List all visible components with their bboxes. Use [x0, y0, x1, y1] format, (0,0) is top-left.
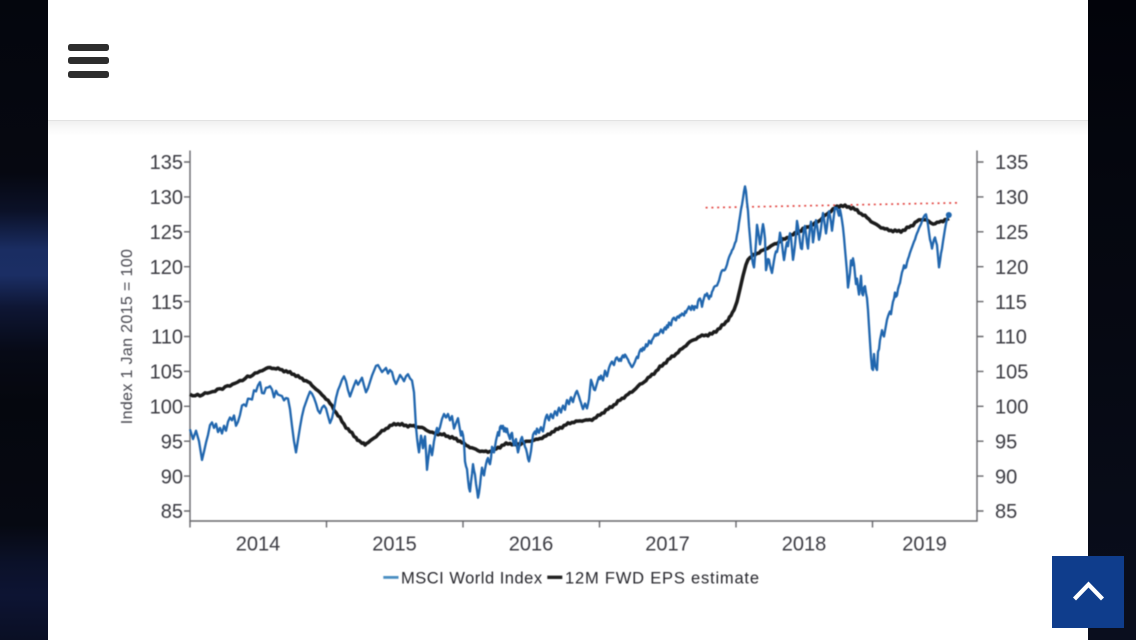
svg-text:90: 90 — [995, 466, 1017, 488]
svg-text:85: 85 — [161, 501, 183, 523]
svg-text:110: 110 — [995, 327, 1027, 349]
svg-text:2018: 2018 — [782, 534, 827, 556]
svg-text:115: 115 — [995, 292, 1027, 314]
svg-text:MSCI World Index: MSCI World Index — [401, 570, 543, 588]
svg-text:90: 90 — [161, 466, 183, 488]
svg-text:Index 1 Jan 2015 = 100: Index 1 Jan 2015 = 100 — [119, 249, 136, 424]
svg-text:110: 110 — [151, 327, 183, 349]
svg-text:130: 130 — [150, 187, 183, 209]
svg-text:95: 95 — [995, 431, 1017, 453]
svg-text:85: 85 — [995, 501, 1017, 523]
svg-text:105: 105 — [150, 362, 183, 384]
svg-text:2019: 2019 — [902, 534, 947, 556]
svg-text:130: 130 — [995, 187, 1028, 209]
svg-text:100: 100 — [150, 397, 183, 419]
svg-text:125: 125 — [150, 222, 183, 244]
svg-text:12M FWD EPS estimate: 12M FWD EPS estimate — [565, 570, 760, 588]
svg-text:105: 105 — [995, 362, 1028, 384]
svg-text:125: 125 — [995, 222, 1028, 244]
svg-text:135: 135 — [995, 152, 1028, 174]
svg-text:120: 120 — [150, 257, 183, 279]
svg-text:100: 100 — [995, 397, 1028, 419]
svg-text:115: 115 — [151, 292, 183, 314]
svg-text:2015: 2015 — [372, 534, 417, 556]
svg-text:120: 120 — [995, 257, 1028, 279]
svg-text:95: 95 — [161, 431, 183, 453]
svg-text:2014: 2014 — [236, 534, 281, 556]
svg-text:135: 135 — [150, 152, 183, 174]
svg-text:2016: 2016 — [509, 534, 554, 556]
svg-text:2017: 2017 — [645, 534, 690, 556]
